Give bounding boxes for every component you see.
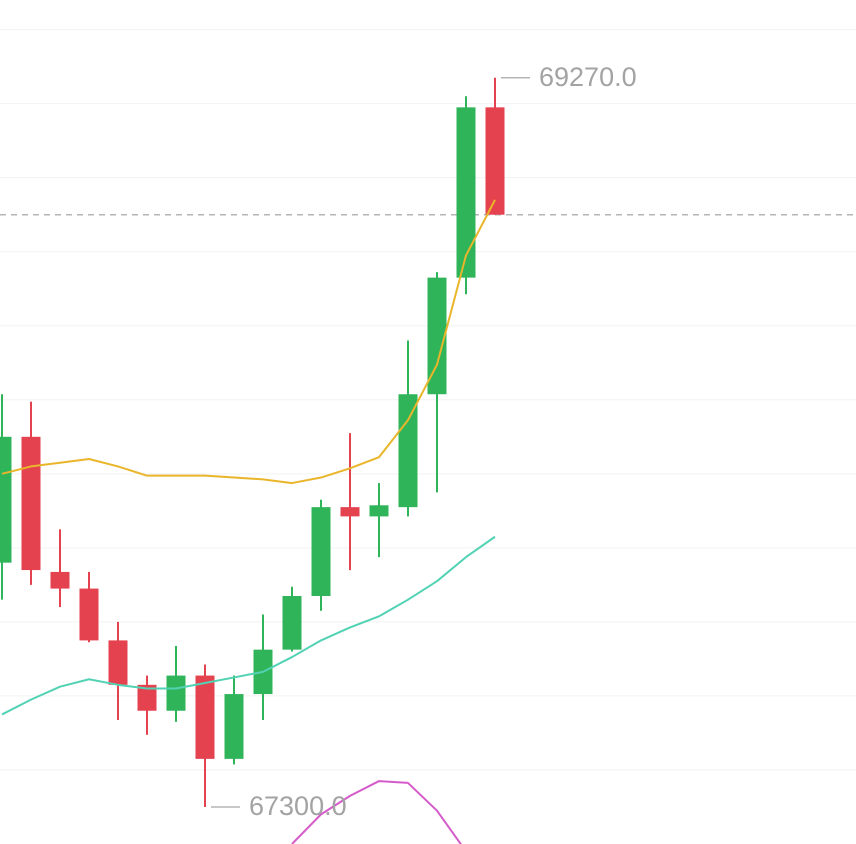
candle-body [79,588,99,641]
candle-body [166,675,186,711]
candle-body [311,507,331,596]
candle-body [224,694,244,759]
candle-body [427,277,447,395]
candle-body [137,684,157,711]
candle-body [369,505,389,517]
moving-average-line [1,199,496,485]
moving-average-line [291,780,462,844]
annotation-label: 67300.0 [249,791,347,821]
candle-body [340,507,360,517]
candle-body [456,107,476,278]
candle-body [398,394,418,508]
candle-body [282,595,302,650]
moving-average-line [1,535,496,716]
candle-body [50,571,70,589]
candle-body [0,436,12,563]
candle-body [485,107,505,215]
candle-body [108,640,128,685]
candle-body [195,675,215,759]
candle-body [21,436,41,571]
annotation-label: 69270.0 [539,62,637,92]
